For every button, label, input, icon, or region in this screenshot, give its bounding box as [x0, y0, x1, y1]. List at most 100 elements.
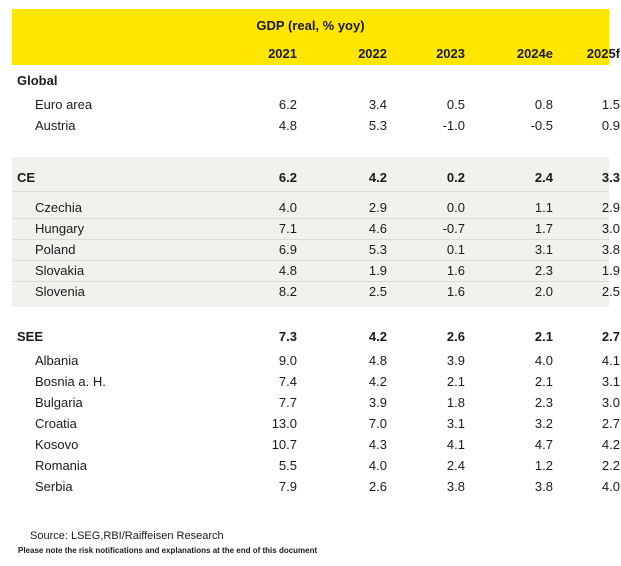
source-note: Source: LSEG,RBI/Raiffeisen Research: [30, 530, 224, 542]
value-cell: 4.0: [601, 479, 620, 494]
row-label: Bosnia a. H.: [35, 374, 106, 389]
section-label: Global: [17, 73, 58, 88]
year-header: 2023: [436, 46, 465, 61]
value-cell: 4.6: [368, 221, 387, 236]
value-cell: 0.2: [446, 170, 465, 185]
value-cell: 2.2: [601, 458, 620, 473]
value-cell: 0.8: [534, 97, 553, 112]
value-cell: 4.2: [368, 170, 387, 185]
value-cell: 3.8: [446, 479, 465, 494]
value-cell: 1.1: [534, 200, 553, 215]
value-cell: 13.0: [271, 416, 297, 431]
row-divider: [12, 191, 609, 192]
table-row: Slovenia 8.2 2.5 1.6 2.0 2.5: [12, 281, 620, 302]
year-header-row: 2021 2022 2023 2024e 2025f: [12, 46, 620, 62]
value-cell: 7.0: [368, 416, 387, 431]
table-row: Serbia 7.9 2.6 3.8 3.8 4.0: [12, 476, 620, 497]
row-label: Euro area: [35, 97, 93, 112]
value-cell: 3.8: [534, 479, 553, 494]
row-label: Slovakia: [35, 263, 85, 278]
value-cell: 3.9: [446, 353, 465, 368]
year-header: 2022: [358, 46, 387, 61]
value-cell: 2.3: [534, 263, 553, 278]
value-cell: 2.9: [601, 200, 620, 215]
row-label: Hungary: [35, 221, 85, 236]
value-cell: 6.9: [278, 242, 297, 257]
value-cell: 3.4: [368, 97, 387, 112]
table-row: Austria 4.8 5.3 -1.0 -0.5 0.9: [12, 115, 620, 136]
table-row: Slovakia 4.8 1.9 1.6 2.3 1.9: [12, 260, 620, 281]
value-cell: 4.2: [601, 437, 620, 452]
value-cell: 7.7: [278, 395, 297, 410]
value-cell: 4.0: [278, 200, 297, 215]
row-label: Romania: [35, 458, 88, 473]
year-header: 2025f: [586, 46, 620, 61]
row-label: Czechia: [35, 200, 82, 215]
value-cell: 6.2: [278, 170, 297, 185]
value-cell: 2.1: [534, 329, 553, 344]
value-cell: 2.1: [446, 374, 465, 389]
value-cell: 2.5: [368, 284, 387, 299]
table-row: Bosnia a. H. 7.4 4.2 2.1 2.1 3.1: [12, 371, 620, 392]
value-cell: 2.9: [368, 200, 387, 215]
value-cell: 4.0: [368, 458, 387, 473]
row-label: Albania: [35, 353, 79, 368]
value-cell: -0.7: [442, 221, 465, 236]
table-row: Romania 5.5 4.0 2.4 1.2 2.2: [12, 455, 620, 476]
value-cell: 4.1: [446, 437, 465, 452]
row-divider: [12, 260, 609, 261]
value-cell: 10.7: [271, 437, 297, 452]
value-cell: 0.5: [446, 97, 465, 112]
row-label: Serbia: [35, 479, 73, 494]
value-cell: 2.6: [368, 479, 387, 494]
value-cell: 4.2: [368, 374, 387, 389]
row-divider: [12, 218, 609, 219]
year-header: 2021: [268, 46, 297, 61]
row-divider: [12, 281, 609, 282]
value-cell: 4.1: [601, 353, 620, 368]
value-cell: 1.5: [601, 97, 620, 112]
row-label: Croatia: [35, 416, 77, 431]
table-row: Croatia 13.0 7.0 3.1 3.2 2.7: [12, 413, 620, 434]
value-cell: 3.1: [601, 374, 620, 389]
row-label: Poland: [35, 242, 76, 257]
value-cell: 2.4: [534, 170, 553, 185]
table-row: Hungary 7.1 4.6 -0.7 1.7 3.0: [12, 218, 620, 239]
value-cell: 3.8: [601, 242, 620, 257]
value-cell: 2.0: [534, 284, 553, 299]
value-cell: 4.8: [368, 353, 387, 368]
row-divider: [12, 239, 609, 240]
value-cell: -1.0: [442, 118, 465, 133]
value-cell: -0.5: [530, 118, 553, 133]
value-cell: 3.0: [601, 221, 620, 236]
value-cell: 5.3: [368, 118, 387, 133]
value-cell: 4.2: [368, 329, 387, 344]
value-cell: 7.4: [278, 374, 297, 389]
value-cell: 1.9: [368, 263, 387, 278]
row-label: Bulgaria: [35, 395, 83, 410]
section-row-global: Global: [12, 70, 609, 91]
value-cell: 1.6: [446, 284, 465, 299]
value-cell: 3.0: [601, 395, 620, 410]
value-cell: 3.9: [368, 395, 387, 410]
value-cell: 4.7: [534, 437, 553, 452]
value-cell: 3.1: [446, 416, 465, 431]
value-cell: 5.5: [278, 458, 297, 473]
value-cell: 2.7: [601, 329, 620, 344]
value-cell: 8.2: [278, 284, 297, 299]
section-row-see: SEE 7.3 4.2 2.6 2.1 2.7: [12, 326, 620, 347]
value-cell: 1.9: [601, 263, 620, 278]
table-row: Albania 9.0 4.8 3.9 4.0 4.1: [12, 350, 620, 371]
table-header: GDP (real, % yoy) 2021 2022 2023 2024e 2…: [12, 9, 620, 65]
row-label: Kosovo: [35, 437, 79, 452]
value-cell: 4.8: [278, 118, 297, 133]
value-cell: 7.3: [278, 329, 297, 344]
value-cell: 3.3: [601, 170, 620, 185]
table-title: GDP (real, % yoy): [256, 18, 365, 33]
value-cell: 7.1: [278, 221, 297, 236]
table-row: Poland 6.9 5.3 0.1 3.1 3.8: [12, 239, 620, 260]
section-band-ce: [12, 157, 609, 307]
value-cell: 4.3: [368, 437, 387, 452]
value-cell: 0.1: [446, 242, 465, 257]
value-cell: 1.6: [446, 263, 465, 278]
